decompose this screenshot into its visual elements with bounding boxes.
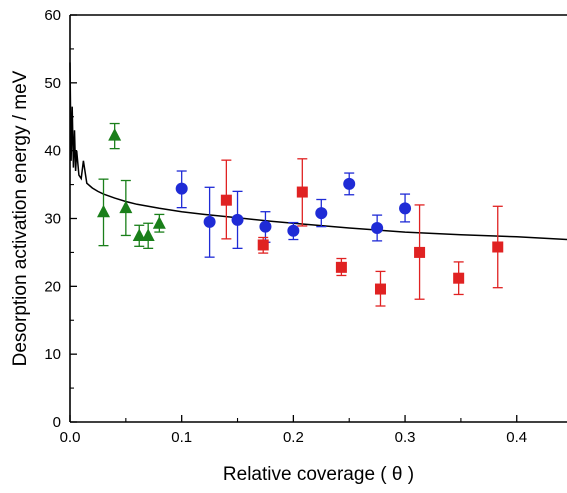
data-point-triangle: [141, 228, 155, 241]
y-tick-label: 10: [44, 346, 61, 363]
data-point-triangle: [119, 200, 133, 214]
data-point-circle: [399, 202, 412, 215]
data-point-square: [296, 186, 308, 198]
data-point-square: [492, 241, 504, 253]
x-tick-label: 0.0: [60, 429, 81, 446]
data-point-circle: [175, 182, 188, 195]
data-point-square: [374, 283, 386, 295]
data-point-circle: [203, 215, 216, 228]
data-point-circle: [259, 220, 272, 233]
y-tick-label: 0: [53, 414, 61, 431]
y-tick-label: 60: [44, 7, 61, 24]
y-tick-label: 30: [44, 211, 61, 228]
data-point-circle: [231, 213, 244, 226]
plot-area: [69, 62, 567, 307]
x-tick-label: 0.3: [395, 429, 416, 446]
x-tick-label: 0.2: [283, 429, 304, 446]
data-point-circle: [315, 207, 328, 220]
data-point-triangle: [152, 216, 166, 229]
data-point-circle: [343, 177, 356, 190]
data-point-square: [335, 261, 347, 273]
data-point-square: [257, 239, 269, 251]
data-point-circle: [371, 221, 384, 234]
y-tick-label: 40: [44, 143, 61, 160]
y-tick-label: 50: [44, 75, 61, 92]
y-axis-title: Desorption activation energy / meV: [10, 70, 31, 366]
data-point-triangle: [132, 228, 146, 241]
data-point-square: [220, 194, 232, 206]
y-tick-label: 20: [44, 278, 61, 295]
axis-ticks: 0.0 0.1 0.2 0.3 0.4 0 10 20 30 40 50 60: [44, 7, 527, 446]
data-point-triangle: [108, 128, 122, 141]
x-axis-title: Relative coverage ( θ ): [223, 464, 414, 485]
data-point-circle: [287, 224, 300, 237]
data-point-square: [414, 246, 426, 258]
x-tick-label: 0.1: [171, 429, 192, 446]
data-point-square: [453, 272, 465, 284]
x-tick-label: 0.4: [506, 429, 527, 446]
data-point-triangle: [97, 204, 111, 218]
